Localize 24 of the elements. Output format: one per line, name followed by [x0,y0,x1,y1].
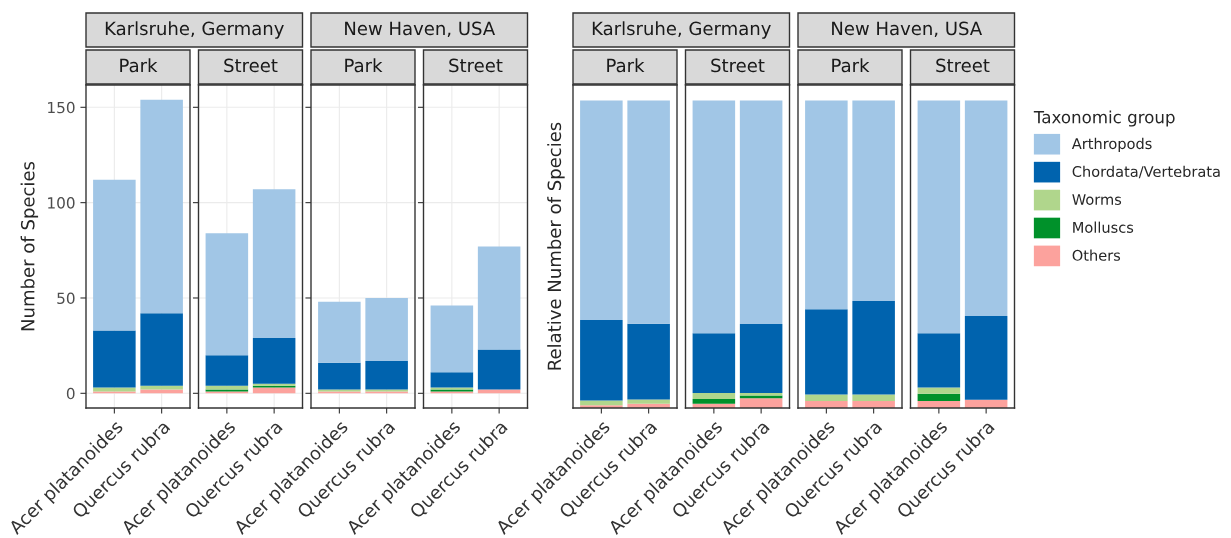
chart-subtitle: Street [936,58,990,73]
chart-subtitle: Street [711,58,765,73]
chart-title: New Haven, USA [345,21,496,38]
chart-subtitle: Street [449,58,503,73]
legend-label: Others [1072,249,1121,261]
legend-label: Molluscs [1073,221,1134,233]
chart-title: New Haven, USA [832,21,983,38]
y-tick-label: 50 [57,292,75,304]
chart-subtitle: Park [345,58,383,73]
chart-subtitle: Park [120,58,158,73]
y-axis-title: Relative Number of Species [547,122,565,370]
chart-subtitle: Park [832,58,870,73]
y-tick-label: 100 [48,197,75,209]
legend-label: Chordata/Vertebrata [1072,165,1220,179]
y-tick-label: 150 [48,101,75,114]
legend-title: Taxonomic group [1033,110,1175,127]
chart-title: Karlsruhe, Germany [592,21,771,39]
chart-title: Karlsruhe, Germany [105,21,284,39]
y-axis-title: Number of Species [20,161,39,331]
legend-label: Worms [1072,194,1122,205]
y-tick-label: 0 [66,387,75,400]
legend-label: Arthropods [1071,137,1152,152]
chart-subtitle: Park [607,58,645,73]
chart-subtitle: Street [224,58,278,73]
